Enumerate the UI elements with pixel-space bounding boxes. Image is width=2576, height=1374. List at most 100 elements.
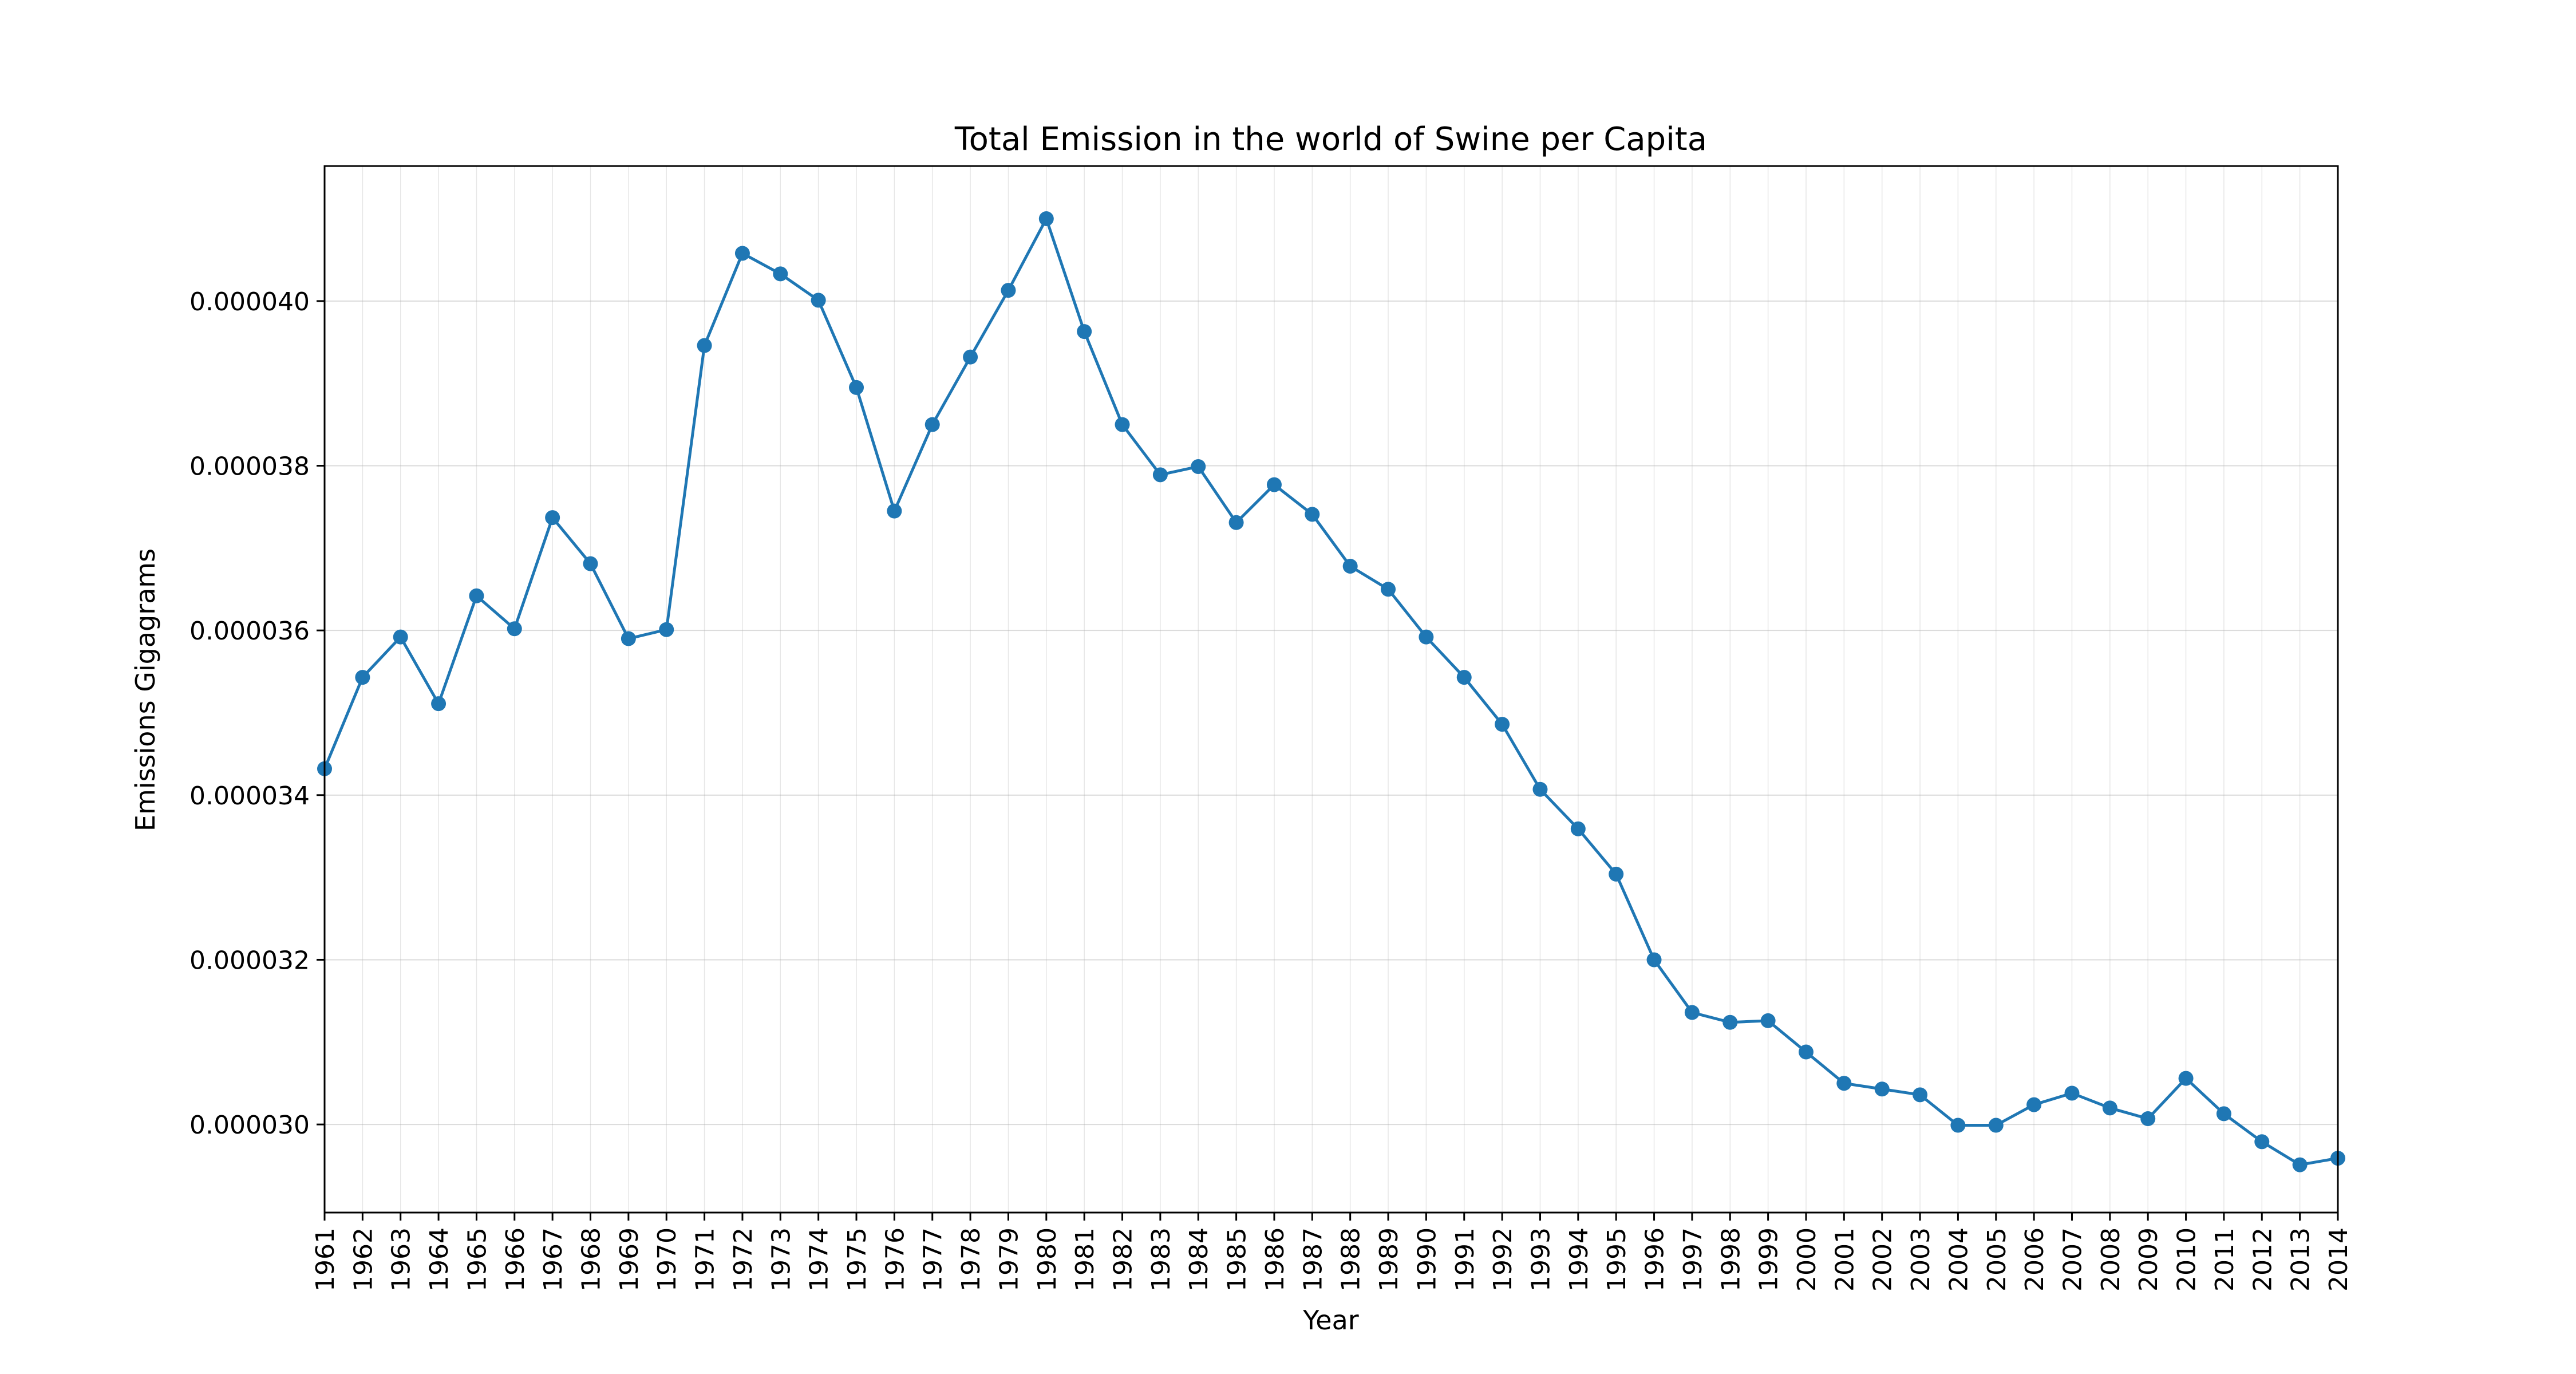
data-point bbox=[734, 246, 750, 261]
data-point bbox=[1609, 866, 1624, 882]
x-tick-label: 2011 bbox=[2210, 1227, 2239, 1292]
data-point bbox=[621, 631, 636, 646]
x-tick-label: 1989 bbox=[1374, 1227, 1404, 1292]
data-point bbox=[887, 503, 902, 519]
x-tick-label: 1978 bbox=[957, 1227, 986, 1292]
data-point bbox=[1495, 717, 1510, 732]
x-tick-label: 1967 bbox=[539, 1227, 568, 1292]
x-tick-label: 1994 bbox=[1564, 1227, 1594, 1292]
x-tick-label: 1974 bbox=[805, 1227, 834, 1292]
x-tick-label: 1986 bbox=[1261, 1227, 1290, 1292]
data-point bbox=[2026, 1097, 2042, 1112]
y-tick-label: 0.000036 bbox=[189, 617, 310, 646]
x-tick-label: 1968 bbox=[577, 1227, 606, 1292]
grid bbox=[324, 166, 2338, 1213]
x-tick-label: 2003 bbox=[1906, 1227, 1935, 1292]
y-tick-label: 0.000038 bbox=[189, 452, 310, 481]
x-tick-label: 1965 bbox=[463, 1227, 492, 1292]
data-point bbox=[1342, 558, 1358, 574]
data-point bbox=[1570, 821, 1586, 836]
y-tick-label: 0.000030 bbox=[189, 1111, 310, 1140]
y-tick-label: 0.000034 bbox=[189, 781, 310, 811]
x-tick-label: 1977 bbox=[919, 1227, 948, 1292]
x-tick-label: 1987 bbox=[1298, 1227, 1327, 1292]
x-tick-label: 1966 bbox=[501, 1227, 530, 1292]
x-tick-label: 1996 bbox=[1641, 1227, 1670, 1292]
data-point bbox=[963, 349, 978, 365]
data-point bbox=[924, 417, 940, 432]
data-point bbox=[2102, 1100, 2117, 1116]
x-tick-label: 2007 bbox=[2058, 1227, 2087, 1292]
data-point bbox=[1913, 1087, 1928, 1103]
y-axis-title: Emissions Gigagrams bbox=[130, 548, 161, 831]
data-point bbox=[1305, 507, 1320, 522]
x-tick-label: 1990 bbox=[1412, 1227, 1441, 1292]
x-tick-label: 1972 bbox=[729, 1227, 758, 1292]
data-point bbox=[2140, 1111, 2156, 1127]
plot-frame bbox=[323, 165, 2339, 1214]
data-point bbox=[1115, 417, 1130, 432]
x-tick-label: 1980 bbox=[1033, 1227, 1062, 1292]
data-point bbox=[1266, 477, 1282, 492]
data-point bbox=[1191, 459, 1206, 474]
data-point bbox=[1684, 1005, 1700, 1020]
x-tick-label: 1961 bbox=[311, 1227, 340, 1292]
data-point bbox=[1988, 1118, 2004, 1133]
x-tick-label: 2010 bbox=[2172, 1227, 2202, 1292]
data-point bbox=[431, 696, 447, 712]
data-point bbox=[659, 622, 674, 637]
data-point bbox=[2178, 1071, 2194, 1086]
x-tick-label: 2000 bbox=[1792, 1227, 1822, 1292]
y-axis-ticks: 0.000030 0.000032 0.000034 0.000036 0.000038… bbox=[189, 287, 325, 1140]
data-point bbox=[1798, 1044, 1814, 1060]
x-tick-label: 2001 bbox=[1830, 1227, 1859, 1292]
x-tick-label: 1999 bbox=[1755, 1227, 1784, 1292]
x-tick-label: 2004 bbox=[1944, 1227, 1973, 1292]
x-tick-label: 1993 bbox=[1526, 1227, 1555, 1292]
x-tick-label: 1973 bbox=[767, 1227, 796, 1292]
x-tick-label: 2012 bbox=[2248, 1227, 2277, 1292]
data-point bbox=[2064, 1085, 2080, 1101]
data-point bbox=[545, 510, 560, 526]
data-point bbox=[1456, 670, 1472, 685]
x-tick-label: 1997 bbox=[1678, 1227, 1708, 1292]
x-tick-label: 1992 bbox=[1488, 1227, 1518, 1292]
chart-title: Total Emission in the world of Swine per… bbox=[954, 121, 1707, 158]
data-point bbox=[393, 629, 408, 645]
data-point bbox=[1381, 582, 1396, 597]
x-tick-label: 1962 bbox=[349, 1227, 378, 1292]
data-point bbox=[1760, 1013, 1776, 1028]
x-tick-label: 1971 bbox=[691, 1227, 720, 1292]
x-tick-label: 1991 bbox=[1451, 1227, 1480, 1292]
x-tick-label: 1981 bbox=[1070, 1227, 1100, 1292]
x-tick-label: 2013 bbox=[2286, 1227, 2316, 1292]
x-tick-label: 1975 bbox=[843, 1227, 872, 1292]
x-tick-label: 1979 bbox=[994, 1227, 1024, 1292]
data-point bbox=[507, 621, 522, 637]
data-point bbox=[773, 266, 788, 282]
x-axis-title: Year bbox=[1302, 1305, 1358, 1336]
data-point bbox=[1874, 1081, 1890, 1097]
data-point bbox=[811, 293, 826, 308]
x-tick-label: 2014 bbox=[2324, 1227, 2353, 1292]
data-point bbox=[1950, 1118, 1966, 1133]
x-tick-label: 2005 bbox=[1982, 1227, 2012, 1292]
x-tick-label: 1983 bbox=[1147, 1227, 1176, 1292]
x-tick-label: 2002 bbox=[1868, 1227, 1898, 1292]
x-tick-label: 1985 bbox=[1223, 1227, 1252, 1292]
data-point bbox=[2254, 1134, 2270, 1150]
x-tick-label: 1969 bbox=[615, 1227, 644, 1292]
x-tick-label: 1963 bbox=[387, 1227, 416, 1292]
x-tick-label: 1984 bbox=[1184, 1227, 1214, 1292]
data-point bbox=[1001, 283, 1016, 298]
x-tick-label: 1964 bbox=[425, 1227, 454, 1292]
data-point bbox=[1038, 211, 1054, 227]
y-tick-label: 0.000040 bbox=[189, 287, 310, 317]
data-point bbox=[1836, 1076, 1852, 1091]
data-point bbox=[1419, 629, 1434, 645]
x-axis-ticks: 1961 1962 1963 1964 1965 1966 1967 1968 1969 1970… bbox=[311, 1213, 2353, 1292]
x-tick-label: 2008 bbox=[2096, 1227, 2125, 1292]
data-point bbox=[1646, 952, 1662, 968]
